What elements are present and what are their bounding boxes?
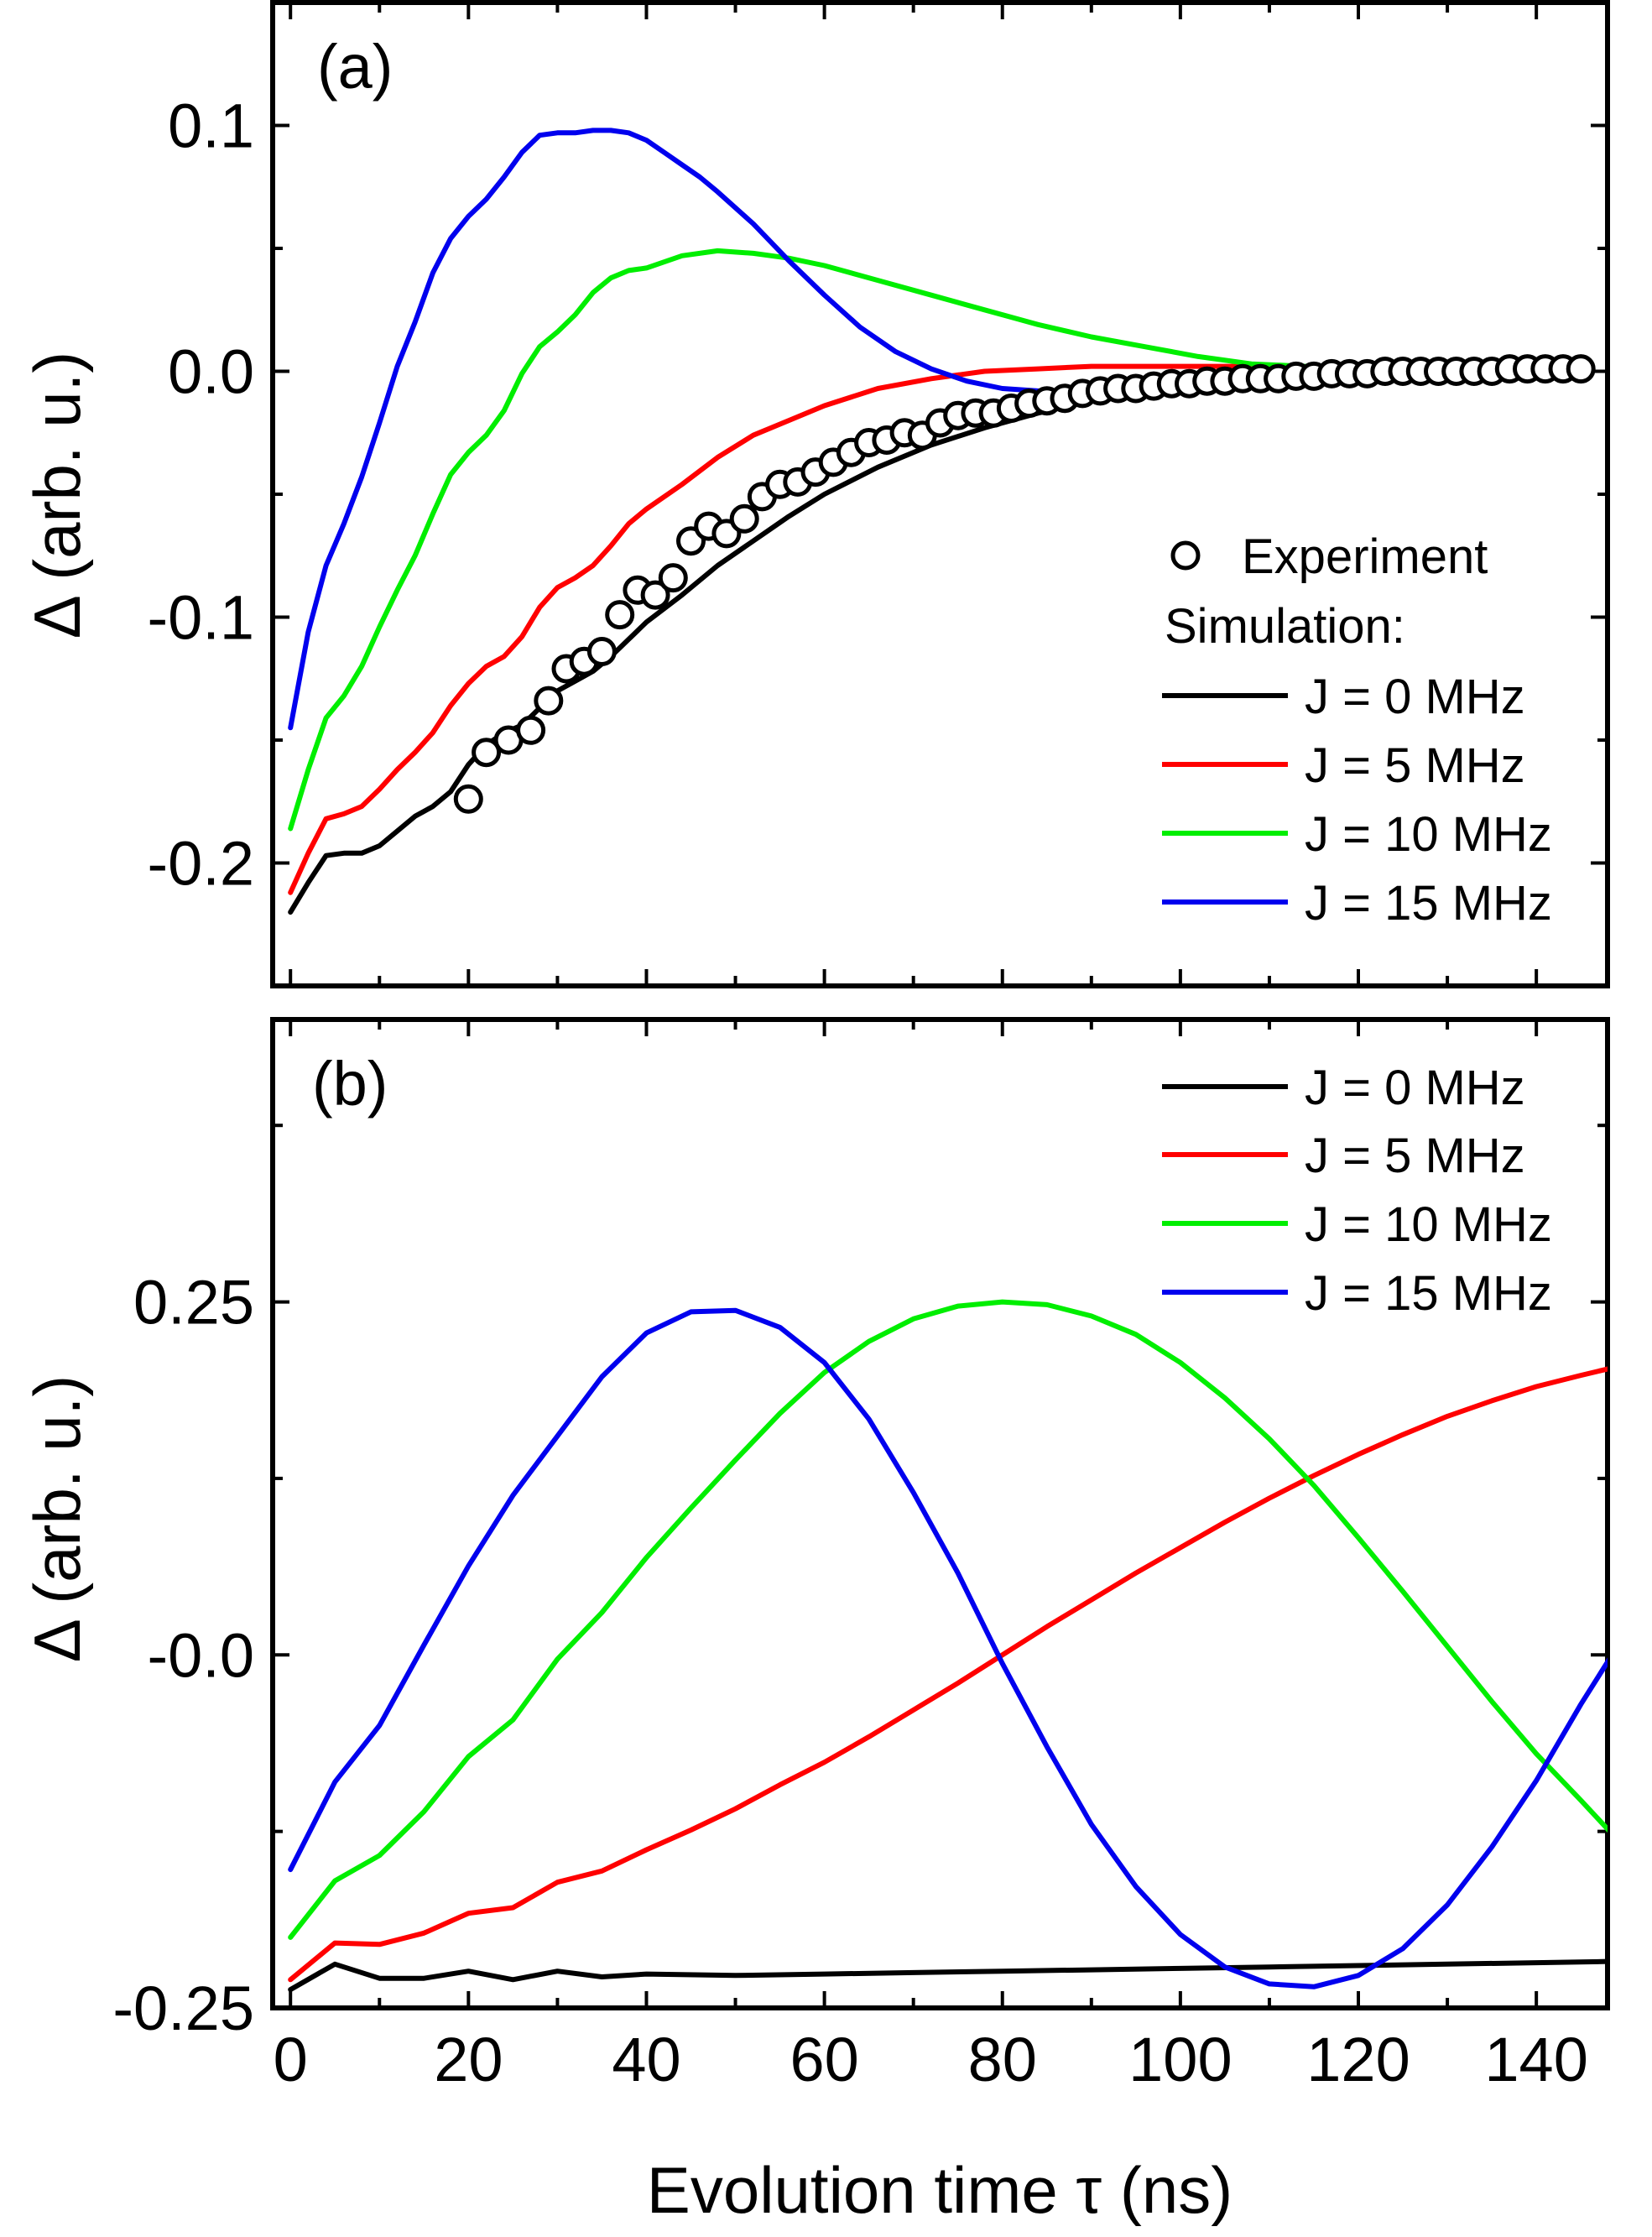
x-tick-label: 40 (612, 2025, 680, 2094)
x-tick-label: 100 (1128, 2025, 1232, 2094)
experiment-point (534, 686, 564, 716)
y-tick-label: -0.2 (147, 829, 254, 899)
experiment-point (658, 563, 688, 593)
panel-a-legend-items: J = 0 MHz J = 5 MHz J = 10 MHz J = 15 MHz (1162, 670, 1552, 931)
x-tick-label: 120 (1306, 2025, 1410, 2094)
experiment-point (605, 600, 635, 630)
panel-b-legend: J = 0 MHz J = 5 MHz J = 10 MHz J = 15 MHz (1162, 1061, 1552, 1321)
y-tick-label: -0.0 (147, 1620, 254, 1690)
experiment-point (516, 715, 546, 745)
series-line-5mhz (288, 1366, 1608, 1983)
panel-a-experiment-markers (453, 354, 1596, 814)
panel-a-ticks (273, 3, 1608, 986)
series-line-5mhz (288, 363, 1575, 895)
legend-label: J = 10 MHz (1305, 807, 1552, 862)
legend-experiment-label: Experiment (1242, 529, 1488, 584)
legend-label: J = 0 MHz (1305, 670, 1525, 724)
panel-b-label: (b) (312, 1049, 388, 1118)
y-tick-label: -0.1 (147, 583, 254, 653)
y-tick-label: -0.25 (112, 1974, 254, 2043)
panel-b-series (288, 1299, 1608, 1993)
x-tick-label: 20 (434, 2025, 503, 2094)
y-tick-label: 0.25 (133, 1268, 254, 1338)
legend-label: J = 5 MHz (1305, 738, 1525, 793)
x-tick-label: 60 (790, 2025, 858, 2094)
experiment-point (453, 784, 483, 814)
panel-a-label: (a) (317, 32, 393, 102)
panel-b-ticks (273, 1019, 1608, 2010)
series-line-15mhz (288, 1307, 1608, 1989)
legend-simulation-header: Simulation: (1165, 599, 1405, 654)
experiment-point (586, 637, 617, 666)
legend-label: J = 15 MHz (1305, 876, 1552, 931)
experiment-point (472, 738, 502, 768)
y-tick-label: 0.0 (168, 337, 254, 407)
experiment-point (640, 580, 670, 610)
panel-b-frame (270, 1017, 1610, 2010)
panel-a-y-tick-labels: -0.2 -0.1 0.0 0.1 (147, 91, 254, 899)
legend-label: J = 15 MHz (1305, 1266, 1552, 1321)
experiment-point (729, 503, 759, 534)
series-line-0mhz (288, 1958, 1608, 1993)
panel-b: -0.25 -0.0 0.25 0 20 40 60 80 100 120 140 (b) Δ (… (20, 1017, 1610, 2227)
legend-label: J = 0 MHz (1305, 1061, 1525, 1115)
panel-a-legend: Experiment Simulation: J = 0 MHz J = 5 MH… (1162, 529, 1552, 931)
legend-label: J = 5 MHz (1305, 1129, 1525, 1183)
series-line-10mhz (288, 248, 1575, 832)
x-axis-title: Evolution time τ (ns) (647, 2153, 1232, 2227)
y-tick-label: 0.1 (168, 91, 254, 161)
x-tick-label: 80 (968, 2025, 1037, 2094)
panel-a-y-axis-title: Δ (arb. u.) (20, 352, 94, 639)
series-line-10mhz (288, 1299, 1608, 1940)
x-tick-label: 0 (274, 2025, 308, 2094)
legend-experiment-marker (1170, 540, 1201, 571)
series-line-15mhz (288, 128, 1290, 731)
x-tick-label: 140 (1484, 2025, 1587, 2094)
legend-label: J = 10 MHz (1305, 1197, 1552, 1252)
panel-a: -0.2 -0.1 0.0 0.1 (a) Δ (arb. u.) Experimen… (20, 0, 1610, 988)
panel-b-y-axis-title: Δ (arb. u.) (20, 1375, 94, 1663)
experiment-point (1566, 354, 1596, 384)
panel-a-series (288, 128, 1575, 915)
panel-b-y-tick-labels: -0.25 -0.0 0.25 (112, 1268, 254, 2043)
x-tick-labels: 0 20 40 60 80 100 120 140 (274, 2025, 1588, 2094)
